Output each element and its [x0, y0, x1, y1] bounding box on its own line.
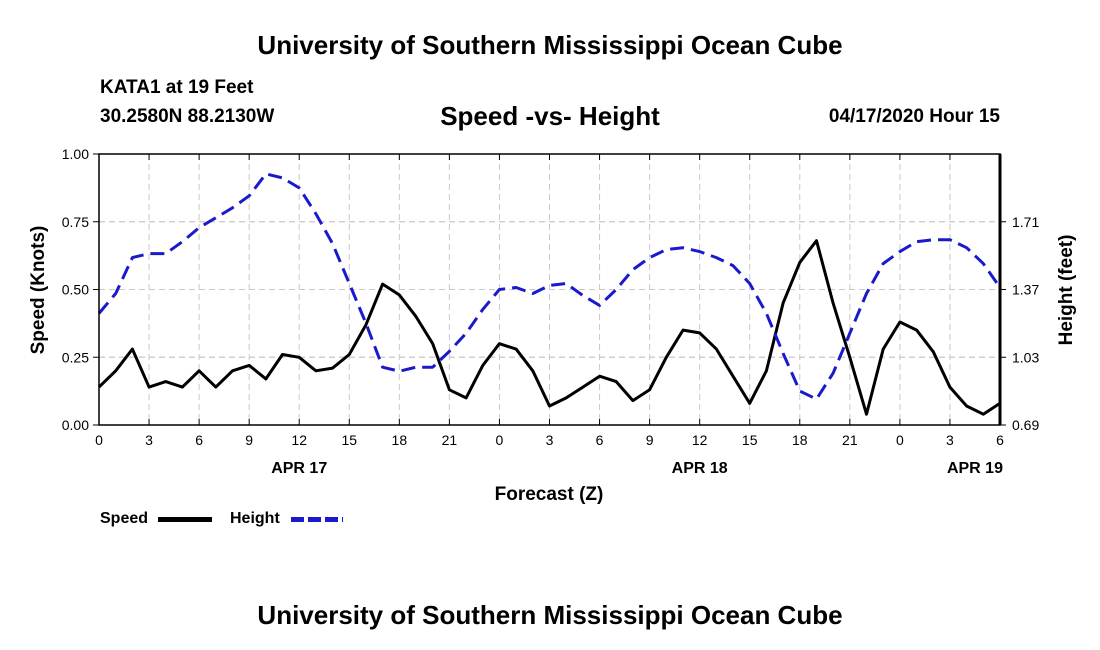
legend-height-swatch — [291, 517, 343, 522]
x-tick-label: 15 — [742, 432, 758, 448]
x-tick-label: 9 — [646, 432, 654, 448]
series-layer — [97, 172, 1002, 416]
y-tick-label: 0.00 — [62, 417, 89, 433]
y2-tick-label: 0.69 — [1012, 417, 1039, 433]
legend-speed-label: Speed — [100, 510, 149, 527]
location-label: 30.2580N 88.2130W — [100, 106, 275, 127]
series-line-height — [97, 172, 1002, 401]
x-tick-label: 21 — [842, 432, 858, 448]
date-label: APR 17 — [271, 460, 327, 477]
y-tick-label: 1.00 — [62, 146, 89, 162]
timestamp-label: 04/17/2020 Hour 15 — [828, 106, 1000, 127]
x-tick-label: 6 — [596, 432, 604, 448]
x-tick-label: 21 — [442, 432, 458, 448]
y-tick-label: 0.25 — [62, 349, 89, 365]
x-tick-label: 18 — [392, 432, 408, 448]
x-tick-label: 9 — [245, 432, 253, 448]
series-line-speed — [97, 239, 1001, 416]
footer-title: University of Southern Mississippi Ocean… — [257, 600, 843, 630]
axes-layer: 0 3 6 9 12 15 18 21 0 3 6 9 12 15 18 21 0 3 6 0.00 0.25 0.50 0… — [62, 146, 1040, 477]
y2-tick-label: 1.03 — [1012, 349, 1039, 365]
x-tick-label: 12 — [692, 432, 708, 448]
x-axis-label: Forecast (Z) — [495, 484, 604, 505]
y2-tick-label: 1.71 — [1012, 214, 1039, 230]
grid-lines — [99, 154, 1000, 425]
y-tick-label: 0.75 — [62, 214, 89, 230]
x-tick-label: 3 — [546, 432, 554, 448]
x-tick-label: 6 — [195, 432, 203, 448]
station-label: KATA1 at 19 Feet — [100, 77, 254, 98]
legend-height-label: Height — [230, 510, 280, 527]
legend-speed-swatch — [158, 517, 212, 522]
x-tick-label: 3 — [145, 432, 153, 448]
x-tick-label: 15 — [341, 432, 357, 448]
x-tick-label: 6 — [996, 432, 1004, 448]
y2-tick-label: 1.37 — [1012, 282, 1039, 298]
x-tick-label: 12 — [291, 432, 307, 448]
plot-title: Speed -vs- Height — [440, 101, 660, 131]
date-label: APR 19 — [947, 460, 1003, 477]
page-title: University of Southern Mississippi Ocean… — [257, 30, 843, 60]
y-axis-label: Speed (Knots) — [28, 226, 49, 355]
x-tick-label: 18 — [792, 432, 808, 448]
x-tick-label: 3 — [946, 432, 954, 448]
x-tick-label: 0 — [95, 432, 103, 448]
x-tick-label: 0 — [896, 432, 904, 448]
y-tick-label: 0.50 — [62, 282, 89, 298]
y2-axis-label: Height (feet) — [1056, 235, 1077, 346]
x-tick-label: 0 — [496, 432, 504, 448]
date-label: APR 18 — [672, 460, 728, 477]
